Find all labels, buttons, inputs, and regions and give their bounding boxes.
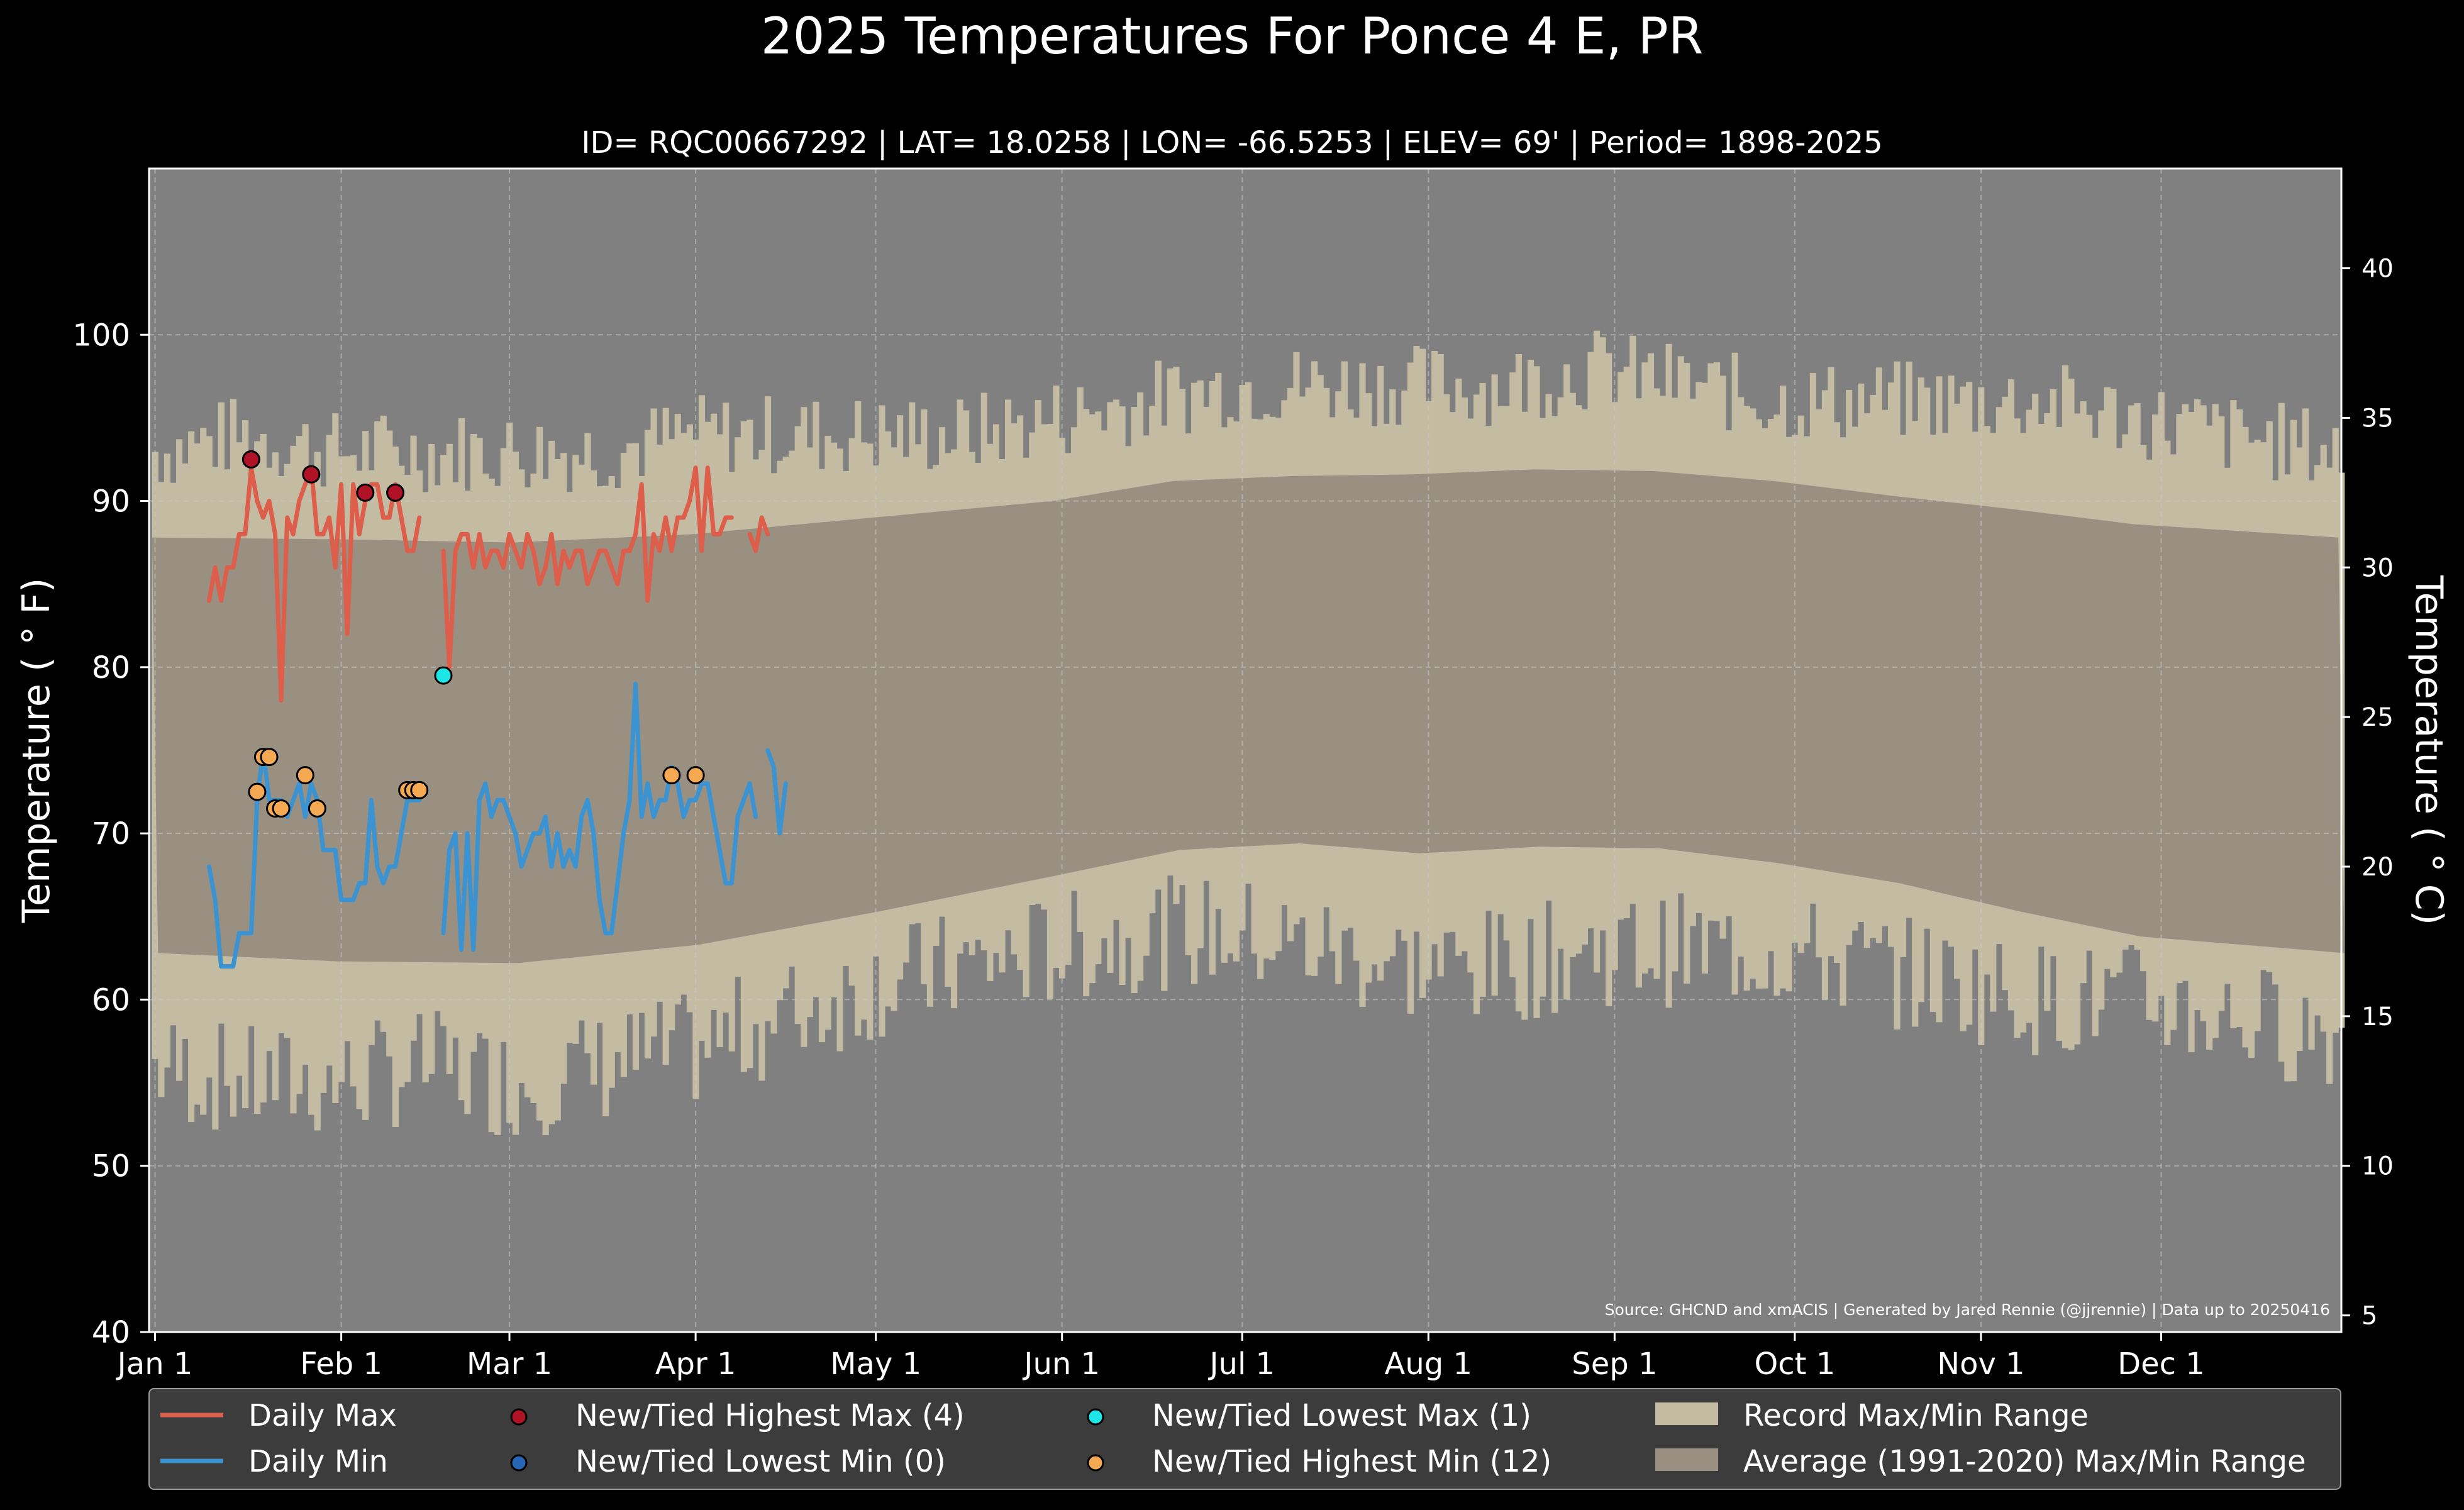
highest-min-dot <box>308 799 326 818</box>
y-tick-label-left: 50 <box>92 1149 130 1184</box>
legend-swatch-dot <box>1087 1454 1104 1472</box>
y-tick-label-right: 20 <box>2361 853 2394 882</box>
average-normal-band <box>152 469 2345 963</box>
legend-label: New/Tied Lowest Max (1) <box>1152 1398 1531 1433</box>
y-axis-label-left: Temperature ( ° F) <box>14 578 58 924</box>
highest-min-dot <box>662 766 681 785</box>
highest-max-dot <box>241 450 260 469</box>
x-tick-label: Apr 1 <box>655 1346 736 1382</box>
legend-label: Daily Min <box>248 1444 388 1479</box>
x-tick-label: May 1 <box>830 1346 921 1382</box>
x-tick-label: Aug 1 <box>1385 1346 1473 1382</box>
series-lines <box>207 465 788 969</box>
x-tick-label: Oct 1 <box>1754 1346 1835 1382</box>
legend-swatch-dot <box>510 1454 528 1472</box>
legend: Daily Max Daily Min New/Tied Highest Max (… <box>148 1388 2341 1490</box>
y-tick-label-right: 10 <box>2361 1152 2394 1181</box>
x-tick-label: Feb 1 <box>300 1346 382 1382</box>
lowest-max-dot <box>434 666 453 685</box>
y-tick-label-right: 5 <box>2361 1302 2377 1331</box>
highest-min-dot <box>272 799 291 818</box>
y-tick-label-left: 40 <box>92 1315 130 1350</box>
highest-max-dot <box>386 483 405 502</box>
highest-max-dot <box>356 483 375 502</box>
x-tick-label: Jan 1 <box>116 1346 193 1382</box>
source-note: Source: GHCND and xmACIS | Generated by … <box>1605 1301 2330 1319</box>
legend-swatch-dot <box>1087 1408 1104 1426</box>
daily-max-line <box>207 465 770 703</box>
daily-min-line <box>207 681 788 969</box>
legend-box <box>148 1388 2341 1490</box>
x-tick-label: Dec 1 <box>2117 1346 2205 1382</box>
x-tick-label: Mar 1 <box>467 1346 552 1382</box>
highest-min-dot <box>248 782 267 801</box>
legend-label: Record Max/Min Range <box>1743 1398 2089 1433</box>
axis-ticks: Jan 1 Feb 1 Mar 1 Apr 1 May 1 Jun 1 Jul 1 Aug 1… <box>72 255 2394 1382</box>
x-tick-label: Jun 1 <box>1022 1346 1100 1382</box>
plot-frame <box>148 167 2343 1333</box>
legend-swatch-dot <box>510 1408 528 1426</box>
legend-swatch-patch <box>1655 1448 1718 1471</box>
y-tick-label-left: 90 <box>92 484 130 519</box>
y-axis-label-right: Temperature ( ° C) <box>2407 575 2451 925</box>
chart-title: 2025 Temperatures For Ponce 4 E, PR <box>761 7 1704 65</box>
chart-subtitle: ID= RQC00667292 | LAT= 18.0258 | LON= -6… <box>581 125 1882 160</box>
legend-label: New/Tied Lowest Min (0) <box>575 1444 946 1479</box>
legend-label: New/Tied Highest Max (4) <box>575 1398 965 1433</box>
highest-min-dot <box>410 780 429 799</box>
record-dots <box>241 450 705 818</box>
y-tick-label-left: 100 <box>72 318 130 353</box>
x-tick-label: Jul 1 <box>1207 1346 1275 1382</box>
legend-label: New/Tied Highest Min (12) <box>1152 1444 1551 1479</box>
highest-min-dot <box>260 748 279 767</box>
y-tick-label-right: 35 <box>2361 404 2394 433</box>
legend-label: Daily Max <box>248 1398 397 1433</box>
y-tick-label-left: 70 <box>92 816 130 852</box>
legend-label: Average (1991-2020) Max/Min Range <box>1743 1444 2306 1479</box>
x-tick-label: Nov 1 <box>1937 1346 2024 1382</box>
y-tick-label-right: 15 <box>2361 1002 2394 1031</box>
y-tick-label-right: 30 <box>2361 553 2394 582</box>
y-tick-label-right: 25 <box>2361 703 2394 732</box>
legend-swatch-patch <box>1655 1402 1718 1425</box>
y-tick-label-left: 80 <box>92 650 130 686</box>
highest-min-dot <box>296 766 314 785</box>
highest-max-dot <box>302 465 321 484</box>
y-tick-label-right: 40 <box>2361 255 2394 284</box>
y-tick-label-left: 60 <box>92 982 130 1018</box>
x-tick-label: Sep 1 <box>1572 1346 1657 1382</box>
highest-min-dot <box>686 766 705 785</box>
